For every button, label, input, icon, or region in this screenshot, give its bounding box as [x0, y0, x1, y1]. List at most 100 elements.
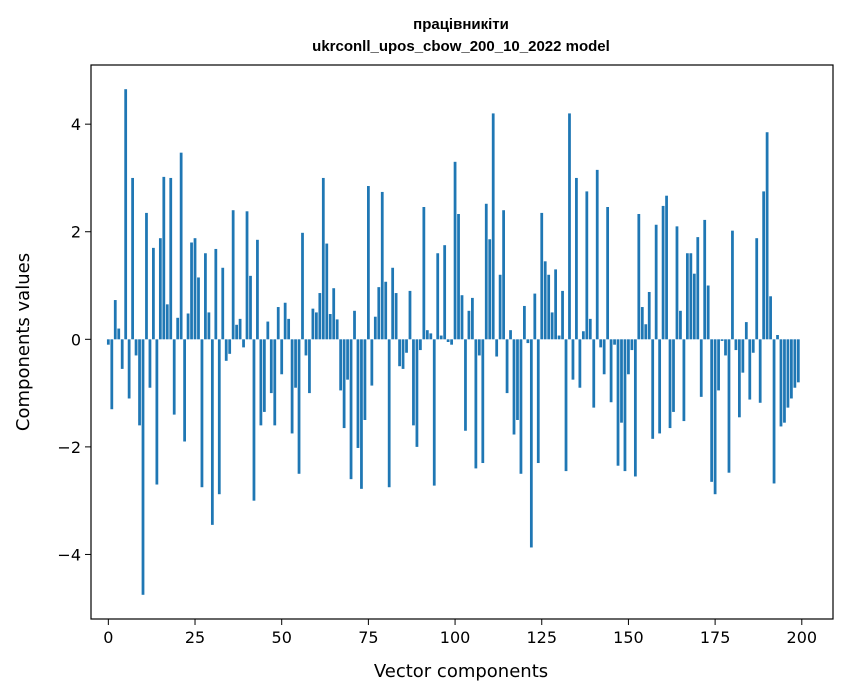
y-tick-label: 4	[71, 115, 81, 134]
bar	[124, 89, 128, 340]
bar	[491, 113, 495, 340]
bar	[415, 339, 419, 447]
bar	[585, 191, 589, 340]
bar	[557, 335, 561, 340]
bar	[269, 339, 273, 394]
bar	[783, 339, 786, 423]
bar	[283, 302, 287, 340]
bar	[155, 339, 159, 485]
bar	[370, 339, 374, 386]
bar	[464, 339, 467, 431]
bar	[668, 339, 672, 429]
bar	[637, 213, 641, 340]
x-axis-label: Vector components	[374, 661, 548, 682]
bar	[654, 224, 658, 340]
bar	[685, 253, 689, 340]
bar	[318, 293, 322, 340]
bar	[713, 339, 717, 495]
y-axis-ticks: −4 −2 0 2 4	[57, 115, 91, 564]
bar	[509, 330, 512, 340]
bar	[474, 339, 478, 469]
bar	[273, 339, 277, 426]
bar	[321, 177, 325, 340]
bar	[488, 239, 492, 340]
y-axis-label: Components values	[13, 253, 34, 431]
bar	[512, 339, 516, 435]
bar	[408, 290, 412, 340]
bar	[689, 253, 693, 340]
bar	[682, 339, 686, 422]
bar	[443, 245, 447, 340]
bar	[391, 267, 395, 340]
bar	[127, 339, 131, 399]
bar	[425, 330, 429, 340]
bar	[193, 238, 197, 340]
bar	[762, 191, 766, 340]
bar	[561, 290, 564, 340]
bar	[661, 205, 665, 340]
x-tick-label: 100	[440, 628, 471, 647]
bar	[568, 113, 571, 340]
bar	[145, 212, 148, 340]
bar	[131, 177, 134, 340]
bar	[696, 237, 700, 340]
bar	[432, 339, 436, 486]
bar	[588, 318, 592, 340]
bar	[158, 238, 162, 340]
bar	[675, 226, 679, 340]
x-tick-label: 150	[613, 628, 644, 647]
bar	[672, 339, 675, 412]
bar	[609, 339, 613, 403]
bar	[228, 339, 232, 354]
bar	[665, 195, 668, 340]
chart-title-line2: ukrconll_upos_cbow_200_10_2022 model	[312, 38, 610, 55]
bar	[450, 339, 453, 345]
bar	[505, 339, 509, 394]
bar	[439, 335, 443, 340]
bar	[113, 300, 117, 340]
bar	[412, 339, 415, 426]
bar	[679, 310, 682, 340]
bar	[249, 275, 252, 340]
bar	[727, 339, 731, 473]
bar	[616, 339, 620, 466]
bar	[117, 328, 121, 340]
bar	[353, 310, 356, 340]
bar	[186, 313, 190, 340]
bar	[200, 339, 204, 488]
bar	[699, 339, 703, 397]
bar	[498, 274, 502, 340]
bar	[120, 339, 124, 369]
x-tick-label: 50	[272, 628, 292, 647]
x-tick-label: 200	[787, 628, 818, 647]
bar	[526, 339, 530, 344]
bar	[734, 339, 738, 351]
bar	[758, 339, 762, 403]
bar	[620, 339, 623, 423]
bar	[197, 277, 200, 340]
bar	[401, 339, 405, 369]
bar	[394, 293, 398, 340]
bar	[547, 274, 551, 340]
bar	[744, 322, 748, 340]
bar	[779, 339, 783, 427]
bar	[183, 339, 186, 442]
bar	[516, 339, 519, 420]
bar	[776, 335, 779, 340]
bar	[692, 273, 696, 340]
bar	[214, 248, 218, 340]
bar	[738, 339, 741, 418]
bar	[484, 203, 488, 340]
bar	[703, 219, 707, 340]
bar	[266, 321, 270, 340]
bar	[595, 169, 599, 340]
bar	[731, 230, 734, 340]
x-tick-label: 0	[103, 628, 113, 647]
x-tick-label: 175	[700, 628, 731, 647]
bar	[308, 339, 311, 394]
bar	[138, 339, 141, 426]
bar	[398, 339, 401, 367]
bar	[363, 339, 367, 420]
bar	[502, 210, 505, 340]
